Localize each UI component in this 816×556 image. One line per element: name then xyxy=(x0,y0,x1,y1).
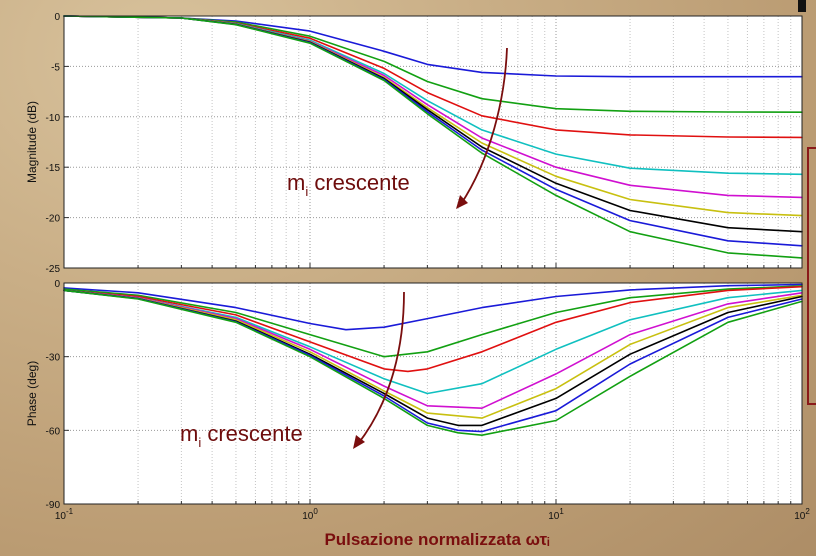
side-frame xyxy=(807,147,816,405)
annotation-arrow xyxy=(460,47,508,205)
series-line-2 xyxy=(63,285,803,358)
annotation-text: mi crescente xyxy=(287,170,410,199)
arrow-head xyxy=(353,435,365,449)
annotation-main: m xyxy=(180,421,198,446)
x-tick-label: 101 xyxy=(548,507,564,522)
plot-frame xyxy=(63,15,803,269)
y-tick-label: 0 xyxy=(54,12,60,23)
title-fragment xyxy=(798,0,806,12)
series-line-6 xyxy=(63,289,803,419)
series-group xyxy=(63,15,803,259)
x-tick-base: 10 xyxy=(548,511,560,522)
x-tick-base: 10 xyxy=(55,511,67,522)
x-tick-label: 100 xyxy=(302,507,318,522)
y-tick-label: -10 xyxy=(46,113,61,124)
panel-1: 0 -5 -10 -15 -20 -25 Magnitude (dB) mi crescent… xyxy=(25,12,803,275)
annotation-rest: crescente xyxy=(201,421,303,446)
y-tick-label: -60 xyxy=(46,426,61,437)
series-line-9 xyxy=(63,289,803,436)
x-axis-label: Pulsazione normalizzata ωτᵢ xyxy=(324,530,549,549)
x-tick-exp: 2 xyxy=(805,507,810,516)
y-tick-label: 0 xyxy=(54,279,60,290)
y-tick-label: -5 xyxy=(51,62,60,73)
y-axis-label: Magnitude (dB) xyxy=(25,101,39,183)
series-line-5 xyxy=(63,289,803,409)
series-line-1 xyxy=(63,283,803,331)
y-tick-label: -30 xyxy=(46,353,61,364)
annotation-main: m xyxy=(287,170,305,195)
annotation-arrow xyxy=(357,291,405,445)
annotation-sub: i xyxy=(305,184,308,199)
y-tick-label: -20 xyxy=(46,214,61,225)
x-tick-exp: 0 xyxy=(313,507,318,516)
y-axis-label: Phase (deg) xyxy=(25,361,39,426)
annotation-sub: i xyxy=(198,435,201,450)
x-tick-base: 10 xyxy=(794,511,806,522)
y-tick-label: -90 xyxy=(46,500,61,511)
x-tick-label: 10-1 xyxy=(55,507,74,522)
plot-frame xyxy=(63,282,803,505)
y-tick-label: -25 xyxy=(46,264,61,275)
x-tick-exp: -1 xyxy=(66,507,74,516)
x-tick-base: 10 xyxy=(302,511,314,522)
x-tick-exp: 1 xyxy=(559,507,564,516)
plot-area xyxy=(64,16,802,268)
y-tick-label: -15 xyxy=(46,163,61,174)
series-line-3 xyxy=(63,285,803,373)
arrow-head xyxy=(456,195,468,209)
series-line-9 xyxy=(63,15,803,259)
series-group xyxy=(63,283,803,436)
annotation-text: mi crescente xyxy=(180,421,303,450)
annotation-rest: crescente xyxy=(308,170,410,195)
x-tick-label: 102 xyxy=(794,507,810,522)
